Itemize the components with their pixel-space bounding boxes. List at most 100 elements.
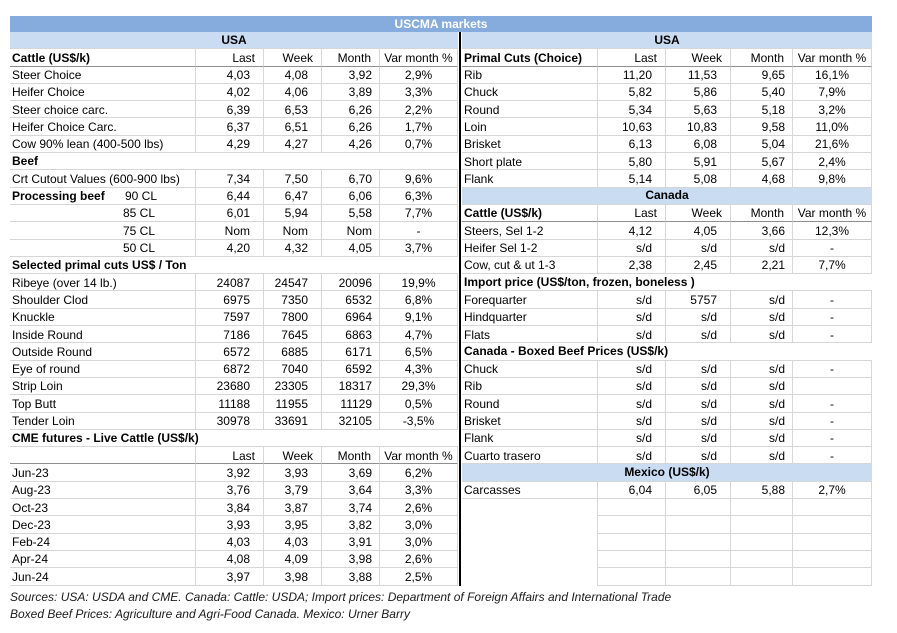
cell-week: s/d [666,308,731,327]
cell-var: 0,5% [380,395,458,413]
cell-month: 6,26 [322,118,380,136]
cell-last: 4,20 [196,239,264,257]
cell-month: 5,40 [731,83,793,102]
cell-last: 4,02 [196,83,264,102]
cell-last: 3,76 [196,481,264,500]
cell-var: 11,0% [793,118,872,136]
row-label: Steers, Sel 1-2 [462,222,598,240]
cell-week: 5,91 [666,153,731,171]
cell-var: - [793,291,872,309]
cell-month [731,550,793,569]
cell-month: 2,21 [731,256,793,275]
cell-last [598,550,666,569]
cell-last: 4,12 [598,222,666,240]
cell-month: 5,88 [731,481,793,500]
cell-last: s/d [598,239,666,257]
table-row: Feb-24 4,03 4,03 3,91 3,0% [10,533,458,551]
table-row [462,533,872,551]
cell-week: 11955 [264,395,322,413]
cell-month: 3,66 [731,222,793,240]
cell-var: 19,9% [380,274,458,292]
cell-last: s/d [598,412,666,430]
row-label: Dec-23 [10,516,196,534]
cell-last: 6,13 [598,135,666,154]
cell-month: s/d [731,429,793,448]
row-label: Carcasses [462,481,598,500]
cell-month: 5,58 [322,204,380,223]
table-row: 85 CL 6,01 5,94 5,58 7,7% [10,204,458,223]
row-label: 85 CL [10,204,196,223]
cell-week: 3,95 [264,516,322,534]
cell-week: Week [264,49,322,67]
cell-last: 23680 [196,377,264,396]
row-label: Rib [462,377,598,396]
table-row: Cow 90% lean (400-500 lbs) 4,29 4,27 4,26 0,… [10,135,458,154]
table-row: Round s/d s/d s/d - [462,395,872,413]
cell-week: 6,47 [264,187,322,205]
section-label: Selected primal cuts US$ / Ton [10,257,458,275]
cell-last: 7,34 [196,170,264,188]
cell-month: s/d [731,308,793,327]
cell-week: 6,53 [264,101,322,119]
row-label: Strip Loin [10,377,196,396]
cell-var: - [793,360,872,378]
row-label: Round [462,395,598,413]
row-label: Heifer Choice Carc. [10,118,196,136]
cell-var: 2,2% [380,101,458,119]
table-row [462,516,872,534]
cell-week: 4,08 [264,66,322,84]
cell-var: 6,5% [380,343,458,361]
table-row: Heifer Sel 1-2 s/d s/d s/d - [462,239,872,257]
cell-last: 6,37 [196,118,264,136]
cell-var [793,568,872,586]
cell-month: s/d [731,412,793,430]
cell-var: -3,5% [380,412,458,430]
table-row: Brisket s/d s/d s/d - [462,412,872,430]
cell-month: 6592 [322,360,380,378]
cell-var: 3,7% [380,239,458,257]
cell-week: 6,51 [264,118,322,136]
table-row: Loin 10,63 10,83 9,58 11,0% [462,118,872,136]
cell-month: 6532 [322,291,380,309]
cell-var: 4,7% [380,326,458,344]
cell-month: 5,18 [731,101,793,119]
cell-week: 7645 [264,326,322,344]
cell-var: 2,6% [380,550,458,569]
table-row: Outside Round 6572 6885 6171 6,5% [10,343,458,361]
table-row: Steer choice carc. 6,39 6,53 6,26 2,2% [10,101,458,119]
table-row: Beef [10,153,458,171]
cell-month: Month [322,447,380,465]
cell-week: 6,08 [666,135,731,154]
cell-week [666,533,731,551]
cell-week: 6,05 [666,481,731,500]
table-row: Heifer Choice Carc. 6,37 6,51 6,26 1,7% [10,118,458,136]
row-label: Loin [462,118,598,136]
table-row: Brisket 6,13 6,08 5,04 21,6% [462,135,872,154]
cell-week: 4,06 [264,83,322,102]
cell-week: s/d [666,412,731,430]
row-label: Forequarter [462,291,598,309]
cell-week: 7,50 [264,170,322,188]
cell-last: 6,04 [598,481,666,500]
cell-last: 6,44 [196,187,264,205]
row-label: Inside Round [10,326,196,344]
cell-var [793,516,872,534]
cell-last: 11,20 [598,66,666,84]
cell-var: 2,4% [793,153,872,171]
cell-month: Month [731,204,793,223]
cell-last: 3,84 [196,499,264,517]
row-label-bold: Processing beef [12,189,105,204]
row-label: Steer choice carc. [10,101,196,119]
cell-last: 4,08 [196,550,264,569]
table-row: Import price (US$/ton, frozen, boneless … [462,274,872,292]
cell-last: 5,14 [598,170,666,188]
cell-week [666,516,731,534]
table-row: Carcasses 6,04 6,05 5,88 2,7% [462,481,872,500]
row-label [10,447,196,465]
table-row: Processing beef 90 CL 6,44 6,47 6,06 6,3% [10,187,458,205]
cell-last: 4,03 [196,66,264,84]
cell-week: 4,05 [666,222,731,240]
row-label: Knuckle [10,308,196,327]
cell-var: 1,7% [380,118,458,136]
cell-week: 4,27 [264,135,322,154]
